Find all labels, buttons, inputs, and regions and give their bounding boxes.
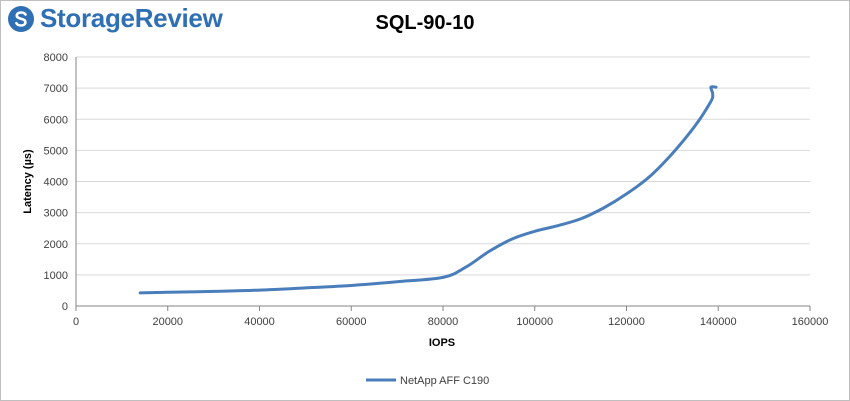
- legend: NetApp AFF C190: [366, 375, 489, 387]
- y-tick-label: 0: [62, 301, 68, 313]
- x-tick-label: 0: [73, 316, 79, 328]
- x-tick-label: 140000: [700, 316, 737, 328]
- x-tick-label: 20000: [152, 316, 183, 328]
- y-axis-label: Latency (µs): [22, 149, 34, 214]
- x-tick-label: 160000: [792, 316, 829, 328]
- y-tick-label: 8000: [44, 52, 68, 64]
- brand-name: StorageReview: [40, 3, 223, 33]
- x-tick-label: 40000: [244, 316, 275, 328]
- y-tick-label: 6000: [44, 114, 68, 126]
- y-tick-labels: 0 1000 2000 3000 4000 5000 6000 7000 8000: [44, 52, 68, 313]
- storage-review-logo-icon: [8, 5, 34, 32]
- chart-title: SQL-90-10: [375, 12, 475, 34]
- x-tick-label: 100000: [516, 316, 553, 328]
- x-tick-label: 60000: [336, 316, 367, 328]
- series-line-0: [138, 85, 718, 295]
- x-tick-label: 80000: [428, 316, 459, 328]
- y-tick-label: 5000: [44, 145, 68, 157]
- y-tick-label: 7000: [44, 83, 68, 95]
- y-tick-label: 1000: [44, 270, 68, 282]
- y-tick-label: 4000: [44, 177, 68, 189]
- x-tick-labels: 0 20000 40000 60000 80000 100000 120000 140000 1…: [73, 316, 828, 328]
- gridlines: [76, 56, 810, 276]
- x-tick-label: 120000: [608, 316, 645, 328]
- y-tick-label: 3000: [44, 208, 68, 220]
- brand-logo: StorageReview: [6, 3, 223, 34]
- y-tick-label: 2000: [44, 239, 68, 251]
- legend-label: NetApp AFF C190: [400, 375, 489, 387]
- series-lines: [138, 85, 718, 295]
- x-axis-label: IOPS: [429, 337, 455, 349]
- axes: [75, 57, 811, 311]
